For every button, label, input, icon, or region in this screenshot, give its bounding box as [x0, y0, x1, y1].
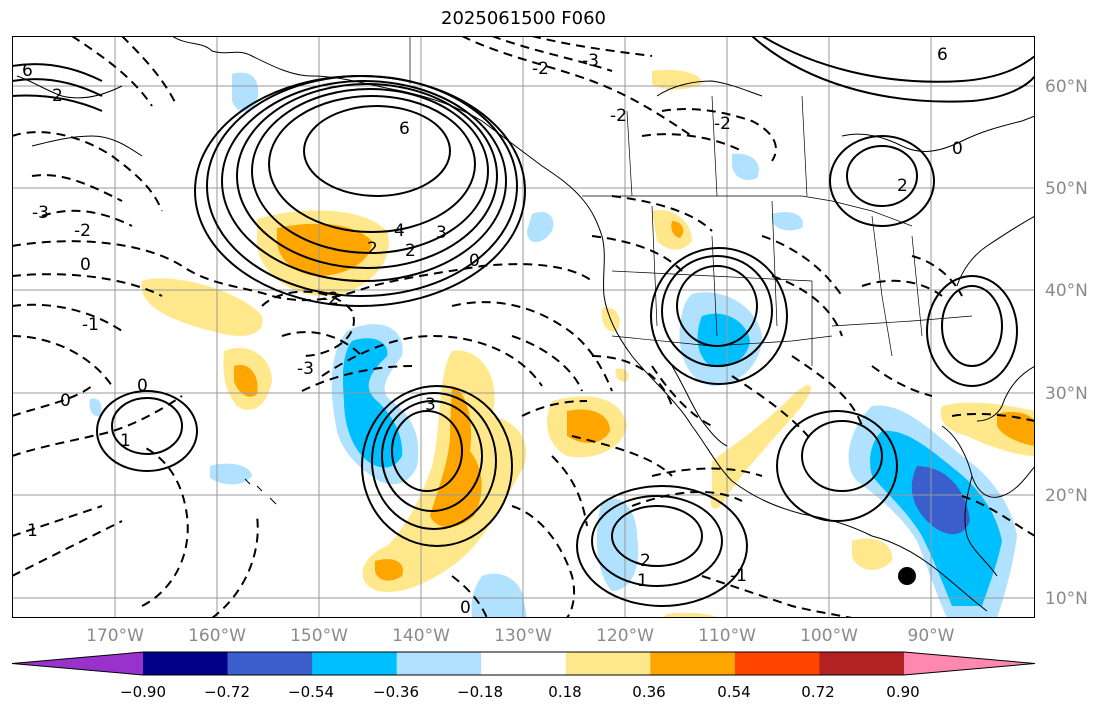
- lat-label: 50°N: [1045, 179, 1088, 199]
- colorbar-segment: [227, 652, 313, 675]
- lon-label: 90°W: [907, 626, 955, 646]
- contour-label: 0: [469, 251, 480, 271]
- contour-label: 6: [22, 61, 33, 81]
- lat-label: 60°N: [1045, 77, 1088, 97]
- lat-label: 40°N: [1045, 281, 1088, 301]
- contour-label: -2: [322, 289, 339, 309]
- colorbar-tick-label: −0.72: [204, 683, 250, 701]
- contour-label: 2: [52, 86, 63, 106]
- lat-label: 20°N: [1045, 486, 1088, 506]
- colorbar-extend-low: [12, 652, 143, 675]
- contour-label: 2: [640, 551, 651, 571]
- lon-label: 150°W: [290, 626, 348, 646]
- contour-label: 1: [27, 521, 38, 541]
- lat-label: 10°N: [1045, 589, 1088, 609]
- colorbar-tick-label: 0.36: [632, 683, 666, 701]
- contour-label: 1: [637, 571, 648, 591]
- shaded-field-negative: [89, 72, 1017, 618]
- political-boundaries: [409, 36, 973, 366]
- colorbar-segment: [650, 652, 736, 675]
- lon-label: 160°W: [188, 626, 246, 646]
- contour-label: -1: [82, 315, 99, 335]
- lon-label: 100°W: [800, 626, 858, 646]
- contour-label: 3: [425, 395, 436, 415]
- colorbar-segment: [481, 652, 567, 675]
- chart-title: 2025061500 F060: [441, 8, 606, 29]
- colorbar-segment: [396, 652, 482, 675]
- colorbar-tick-label: 0.72: [801, 683, 835, 701]
- colorbar-tick-label: −0.90: [120, 683, 166, 701]
- contour-label: -2: [74, 221, 91, 241]
- contour-label: 0: [80, 255, 91, 275]
- contour-label: 0: [137, 376, 148, 396]
- contour-label: -1: [730, 566, 747, 586]
- contour-label: -2: [532, 59, 549, 79]
- colorbar-segment: [819, 652, 905, 675]
- lon-label: 120°W: [596, 626, 654, 646]
- contour-label: 1: [120, 431, 131, 451]
- colorbar-tick-label: 0.18: [548, 683, 582, 701]
- lon-label: 130°W: [494, 626, 552, 646]
- colorbar-tick-label: 0.54: [717, 683, 751, 701]
- colorbar-tick-label: −0.36: [373, 683, 419, 701]
- colorbar-tick-label: −0.18: [457, 683, 503, 701]
- colorbar: [11, 651, 1036, 676]
- contour-label: 2: [405, 241, 416, 261]
- contour-label: -3: [582, 51, 599, 71]
- map-frame: [12, 36, 1035, 618]
- contour-label: -2: [714, 114, 731, 134]
- contour-label: 6: [399, 119, 410, 139]
- colorbar-segment: [312, 652, 398, 675]
- contour-label: -2: [610, 106, 627, 126]
- colorbar-segment: [565, 652, 651, 675]
- coastlines: [16, 35, 1036, 612]
- black-dot-marker: [898, 567, 916, 585]
- map-panel: 6 4 3 2 2 -2 -2 -2 -2 -2 -3 -3 -3 -1 -1 …: [11, 35, 1036, 619]
- contour-label: 0: [460, 598, 471, 618]
- contour-label: 2: [367, 239, 378, 259]
- colorbar-extend-high: [904, 652, 1035, 675]
- contour-label: 6: [937, 45, 948, 65]
- lat-label: 30°N: [1045, 384, 1088, 404]
- lon-label: 140°W: [392, 626, 450, 646]
- lon-label: 110°W: [698, 626, 756, 646]
- colorbar-tick-label: 0.90: [886, 683, 920, 701]
- contour-label: 0: [60, 391, 71, 411]
- contour-label: -3: [297, 359, 314, 379]
- contour-labels: 6 4 3 2 2 -2 -2 -2 -2 -2 -3 -3 -3 -1 -1 …: [22, 45, 963, 618]
- lon-label: 170°W: [86, 626, 144, 646]
- contour-label: 3: [436, 223, 447, 243]
- contours-positive: [11, 35, 1036, 607]
- map-canvas: 6 4 3 2 2 -2 -2 -2 -2 -2 -3 -3 -3 -1 -1 …: [11, 35, 1036, 619]
- colorbar-segment: [734, 652, 820, 675]
- contour-label: 0: [952, 139, 963, 159]
- colorbar-segment: [143, 652, 229, 675]
- contour-label: 4: [394, 221, 405, 241]
- contour-label: 2: [897, 176, 908, 196]
- contours-negative: [11, 35, 1036, 619]
- colorbar-tick-label: −0.54: [288, 683, 334, 701]
- contour-label: -3: [32, 203, 49, 223]
